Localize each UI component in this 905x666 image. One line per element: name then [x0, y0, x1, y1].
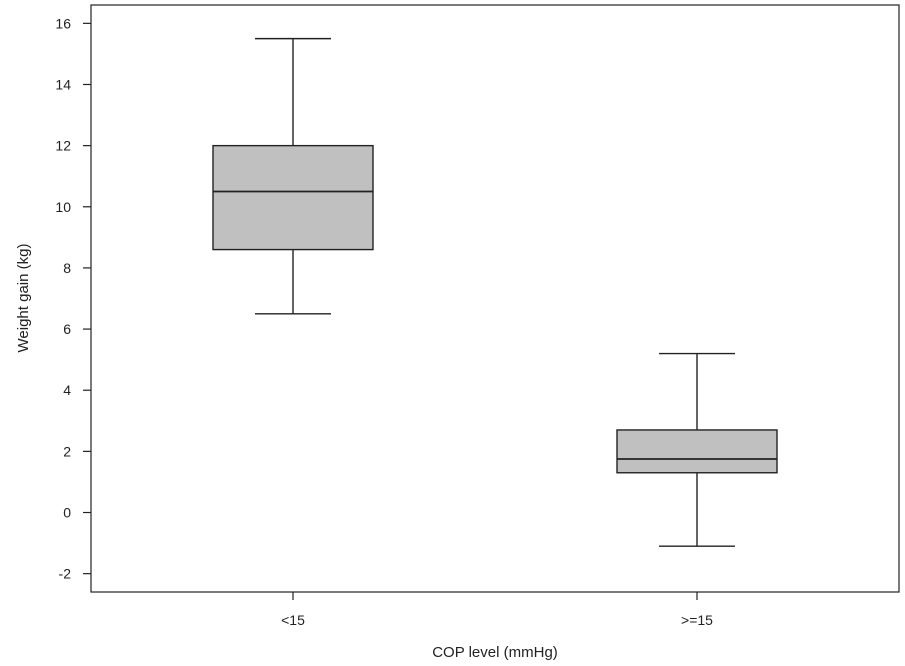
iqr-box [212, 144, 374, 251]
y-tick-label: 2 [63, 443, 71, 459]
x-tick-label: >=15 [681, 612, 713, 628]
iqr-box [616, 429, 778, 474]
box-1 [212, 37, 374, 315]
y-tick-label: 14 [55, 76, 71, 92]
x-axis-title: COP level (mmHg) [432, 644, 558, 661]
box-2 [616, 352, 778, 547]
y-tick-label: 4 [63, 382, 71, 398]
y-tick-label: 0 [63, 505, 71, 521]
y-tick-label: -2 [59, 566, 72, 582]
y-tick-label: 8 [63, 260, 71, 276]
y-tick-label: 16 [55, 15, 71, 31]
x-axis: <15 >=15 [281, 592, 713, 628]
y-axis: -2 0 2 4 6 8 10 12 14 16 [55, 15, 91, 582]
boxes-group [212, 37, 778, 547]
y-axis-title: Weight gain (kg) [15, 244, 32, 353]
x-tick-label: <15 [281, 612, 305, 628]
y-tick-label: 12 [55, 138, 71, 154]
plot-frame [90, 4, 900, 593]
y-tick-label: 6 [63, 321, 71, 337]
y-tick-label: 10 [55, 199, 71, 215]
